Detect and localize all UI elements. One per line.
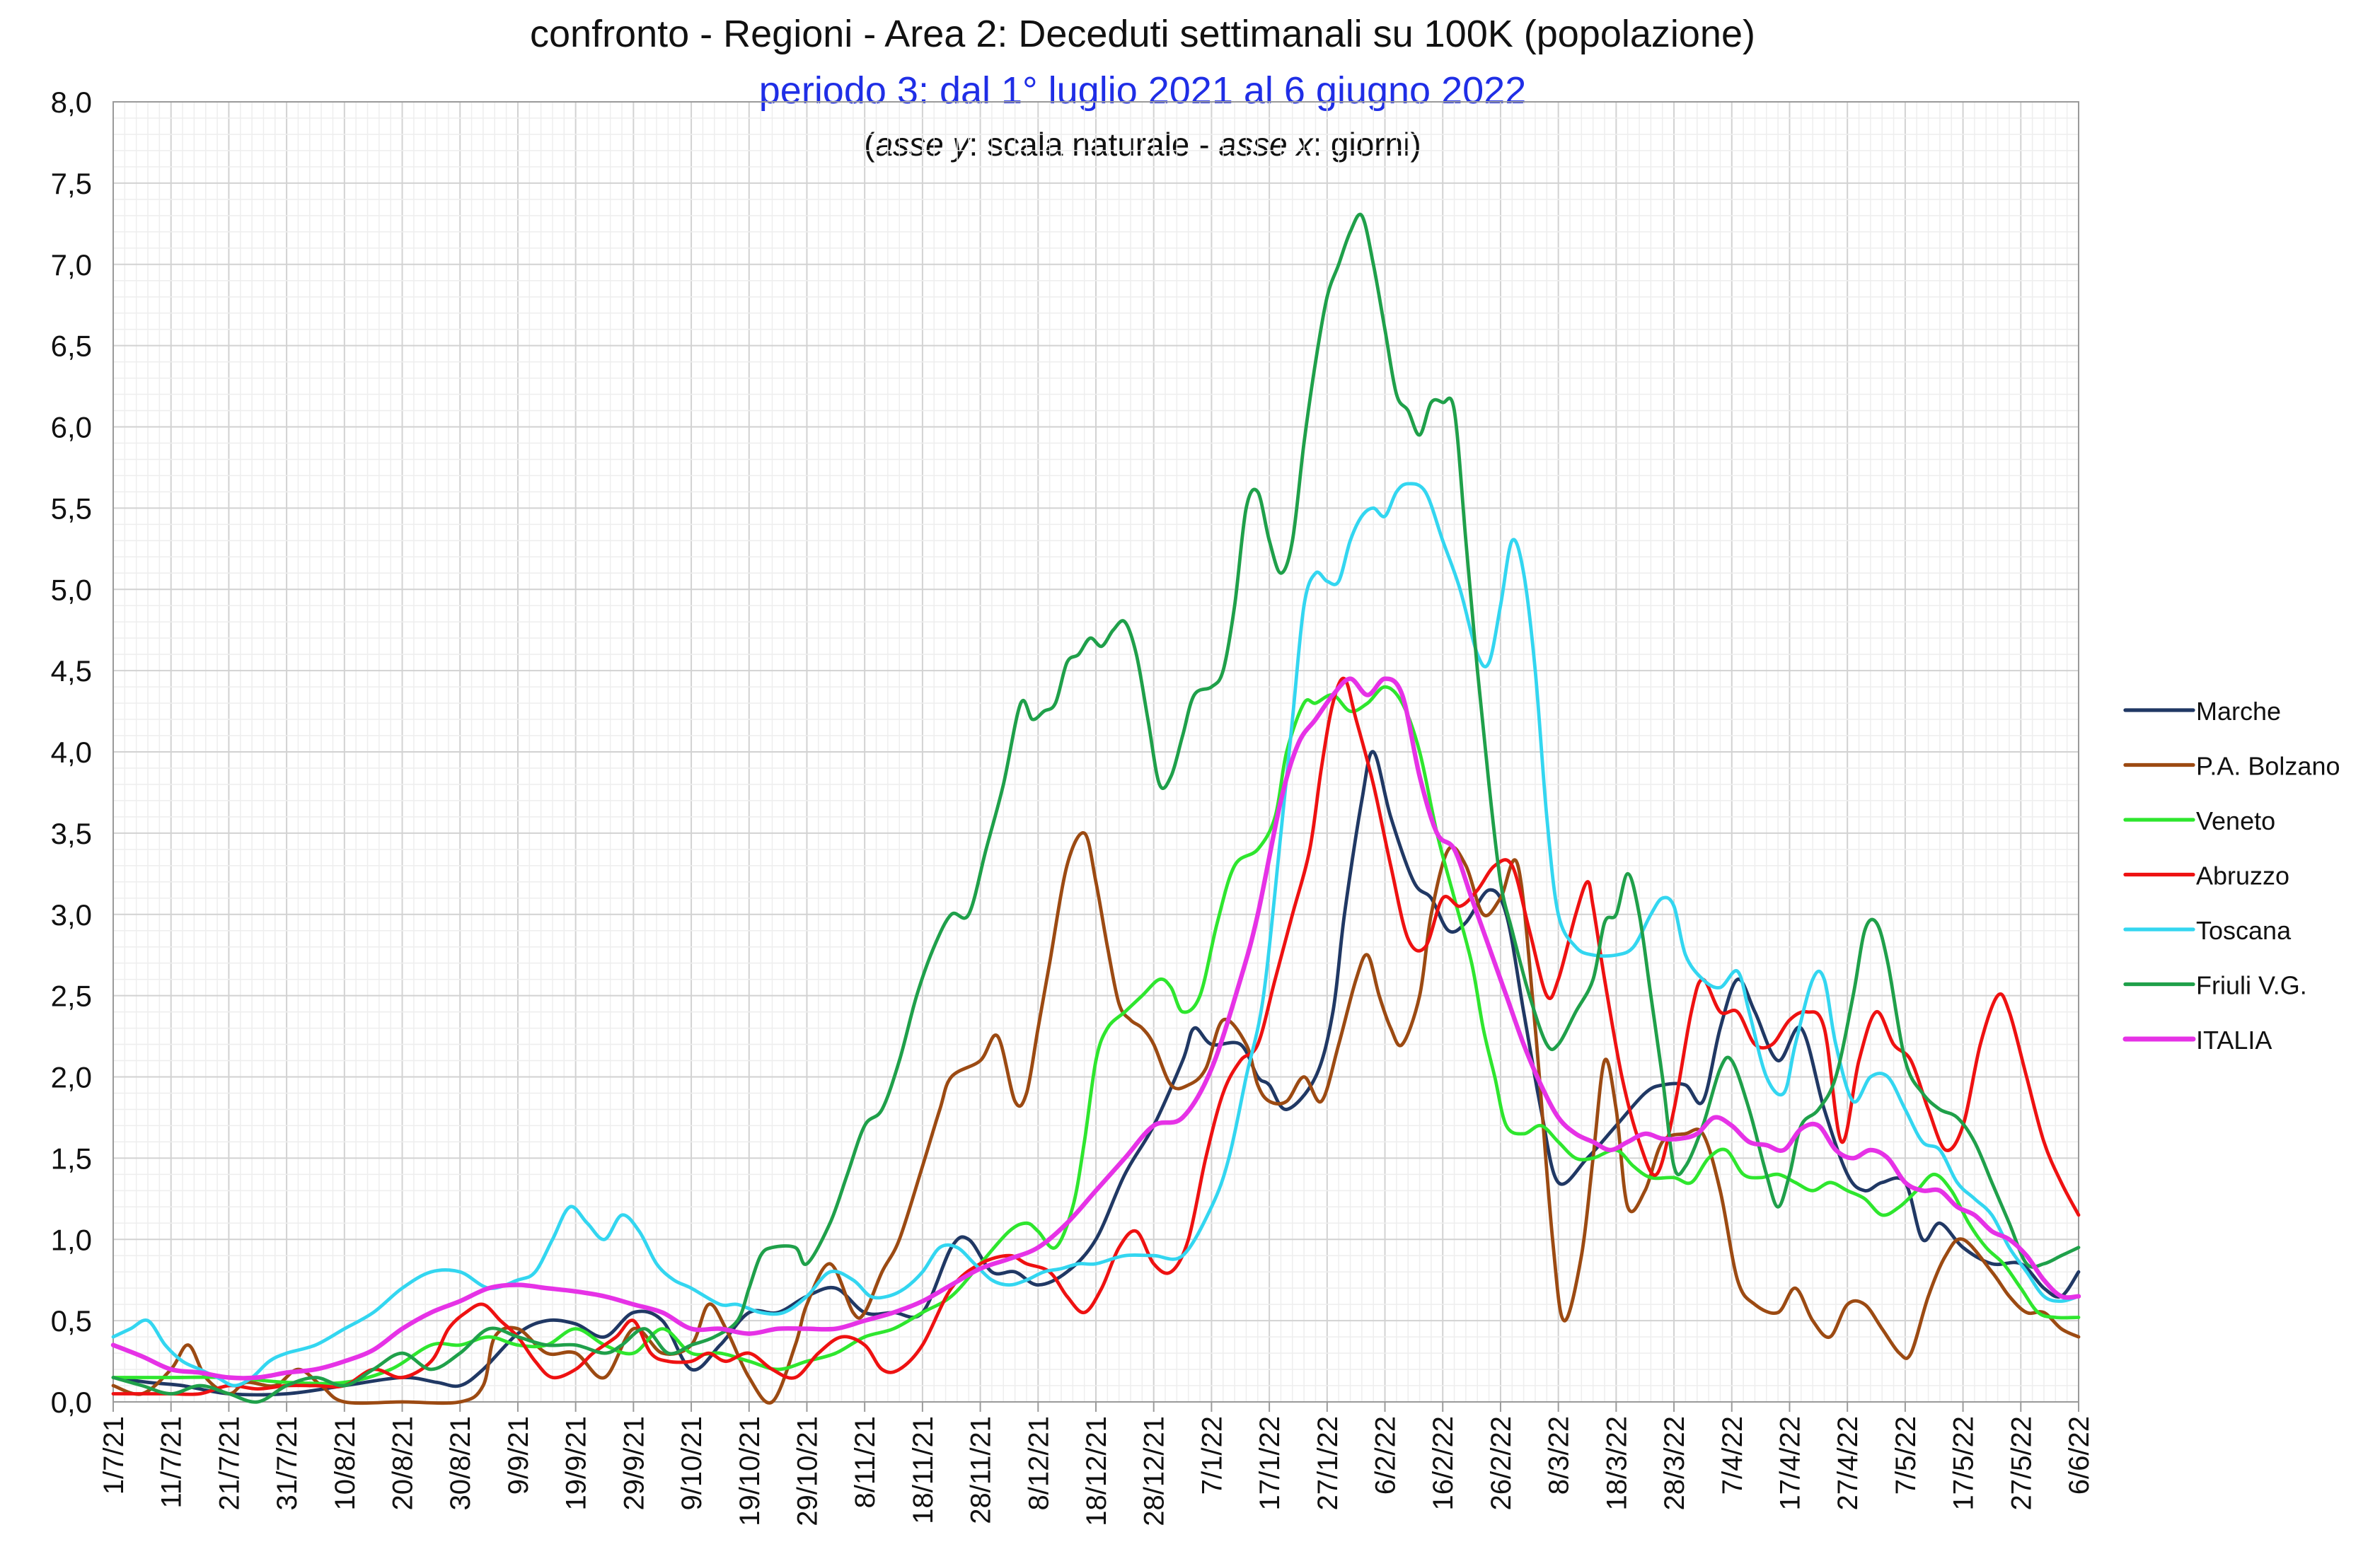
- series-line-veneto: [111, 685, 2081, 1386]
- chart-title: confronto - Regioni - Area 2: Deceduti s…: [530, 13, 1755, 55]
- x-tick-label: 28/12/21: [1139, 1416, 1170, 1526]
- x-tick-label: 1/7/21: [98, 1416, 129, 1495]
- legend-label-friuli-v-g: Friuli V.G.: [2196, 971, 2307, 1000]
- x-tick-label: 21/7/21: [214, 1416, 245, 1510]
- x-tick-label: 17/1/22: [1254, 1416, 1286, 1510]
- legend-label-abruzzo: Abruzzo: [2196, 862, 2289, 891]
- y-tick-label: 1,0: [51, 1223, 92, 1256]
- y-axis: 0,0 0,5 1,0 1,5 2,0 2,5 3,0 3,5 4,0 4,5 5,0 5,5 6,0 6…: [51, 86, 92, 1419]
- x-tick-label: 18/3/22: [1601, 1416, 1632, 1510]
- y-tick-label: 3,5: [51, 817, 92, 850]
- x-tick-label: 26/2/22: [1486, 1416, 1517, 1510]
- x-tick-label: 7/1/22: [1196, 1416, 1227, 1495]
- axis-note-x-text: : giorni): [1312, 126, 1421, 163]
- x-tick-label: 17/5/22: [1948, 1416, 1980, 1510]
- series-line-italia: [110, 676, 2081, 1381]
- series-line-marche: [111, 750, 2081, 1397]
- legend-label-marche: Marche: [2196, 697, 2281, 726]
- x-tick-label: 27/4/22: [1832, 1416, 1864, 1510]
- y-tick-label: 6,5: [51, 330, 92, 363]
- x-tick-label: 11/7/21: [156, 1416, 187, 1509]
- x-axis: 1/7/21 11/7/21 21/7/21 31/7/21 10/8/21 20/8/2…: [98, 1402, 2095, 1526]
- legend-label-italia: ITALIA: [2196, 1026, 2272, 1055]
- legend-label-p-a-bolzano: P.A. Bolzano: [2196, 752, 2340, 781]
- x-tick-label: 31/7/21: [272, 1416, 303, 1510]
- y-tick-label: 7,5: [51, 167, 92, 200]
- axis-note-x-label: asse x: [1218, 126, 1314, 163]
- legend-label-toscana: Toscana: [2196, 916, 2292, 945]
- x-tick-label: 20/8/21: [388, 1416, 419, 1510]
- series-line-toscana: [111, 482, 2081, 1388]
- x-tick-label: 6/6/22: [2064, 1416, 2095, 1495]
- y-tick-label: 6,0: [51, 411, 92, 444]
- series-line-friuli-v-g: [111, 212, 2081, 1404]
- series-line-p-a-bolzano: [111, 831, 2081, 1405]
- y-tick-label: 0,0: [51, 1386, 92, 1419]
- y-tick-label: 3,0: [51, 898, 92, 932]
- x-tick-label: 19/9/21: [561, 1416, 592, 1510]
- y-tick-label: 1,5: [51, 1142, 92, 1175]
- x-tick-label: 29/9/21: [618, 1416, 649, 1510]
- x-tick-label: 17/4/22: [1774, 1416, 1806, 1510]
- x-tick-label: 6/2/22: [1370, 1416, 1402, 1495]
- x-tick-label: 9/9/21: [503, 1416, 534, 1495]
- x-tick-label: 19/10/21: [734, 1416, 766, 1526]
- y-tick-label: 4,5: [51, 654, 92, 688]
- y-tick-label: 8,0: [51, 86, 92, 119]
- x-tick-label: 18/12/21: [1081, 1416, 1112, 1526]
- legend: Marche P.A. Bolzano Veneto Abruzzo Toscana Fr…: [2122, 697, 2340, 1055]
- x-tick-label: 7/4/22: [1717, 1416, 1748, 1495]
- x-tick-label: 8/3/22: [1544, 1416, 1575, 1495]
- series-line-abruzzo: [111, 676, 2081, 1396]
- legend-label-veneto: Veneto: [2196, 806, 2275, 835]
- x-tick-label: 7/5/22: [1890, 1416, 1922, 1495]
- x-tick-label: 28/3/22: [1659, 1416, 1690, 1510]
- y-tick-label: 2,0: [51, 1061, 92, 1094]
- x-tick-label: 30/8/21: [445, 1416, 476, 1510]
- gridlines: [112, 101, 2079, 1403]
- x-tick-label: 28/11/21: [966, 1416, 997, 1524]
- y-tick-label: 7,0: [51, 248, 92, 282]
- y-tick-label: 4,0: [51, 736, 92, 769]
- x-tick-label: 8/11/21: [850, 1416, 881, 1509]
- axis-note-open: (: [864, 126, 875, 163]
- x-tick-label: 27/5/22: [2006, 1416, 2037, 1510]
- x-tick-label: 10/8/21: [330, 1416, 361, 1510]
- x-tick-label: 16/2/22: [1428, 1416, 1459, 1510]
- y-tick-label: 0,5: [51, 1304, 92, 1338]
- x-tick-label: 29/10/21: [792, 1416, 823, 1526]
- y-tick-label: 5,5: [51, 492, 92, 525]
- y-tick-label: 5,0: [51, 573, 92, 606]
- x-tick-label: 18/11/21: [908, 1416, 939, 1524]
- x-tick-label: 27/1/22: [1312, 1416, 1344, 1510]
- y-tick-label: 2,5: [51, 980, 92, 1013]
- x-tick-label: 8/12/21: [1023, 1416, 1054, 1510]
- x-tick-label: 9/10/21: [676, 1416, 707, 1510]
- series-lines: [110, 212, 2081, 1405]
- axis-note-y-text: : scala naturale -: [969, 126, 1219, 163]
